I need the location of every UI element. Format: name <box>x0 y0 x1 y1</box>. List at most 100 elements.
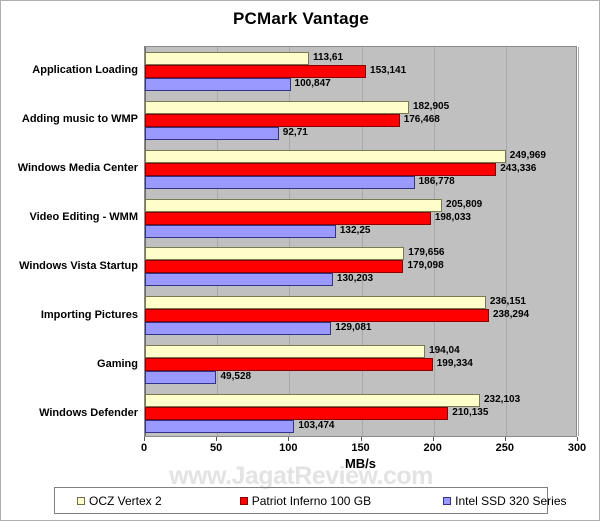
bar <box>145 260 404 274</box>
bar-value-label: 194,04 <box>429 345 460 357</box>
bar <box>145 420 295 434</box>
x-tick-mark <box>360 437 362 441</box>
x-tick-label: 50 <box>210 442 223 454</box>
bar-group: 182,905 176,468 92,71 <box>145 96 576 145</box>
legend-item[interactable]: Patriot Inferno 100 GB <box>239 493 372 508</box>
legend-label: Intel SSD 320 Series <box>455 493 567 508</box>
bar <box>145 100 409 114</box>
bar <box>145 322 332 336</box>
bar <box>145 371 217 385</box>
x-tick-label: 300 <box>567 442 587 454</box>
bar <box>145 198 443 212</box>
legend-label: OCZ Vertex 2 <box>89 493 162 508</box>
bar-group: 113,61 153,141 100,847 <box>145 47 576 96</box>
bar <box>145 162 497 176</box>
bar-value-label: 179,656 <box>408 247 445 259</box>
bar <box>145 113 400 127</box>
category-label: Gaming <box>97 357 138 370</box>
x-tick-mark <box>288 437 290 441</box>
bar <box>145 175 415 189</box>
legend-item[interactable]: Intel SSD 320 Series <box>443 493 567 508</box>
x-tick-mark <box>432 437 434 441</box>
bar <box>145 394 480 408</box>
category-label: Application Loading <box>32 64 138 77</box>
bar-value-label: 210,135 <box>452 407 489 419</box>
gridline-250 <box>505 47 507 436</box>
bar-value-label: 199,334 <box>436 358 473 370</box>
bar <box>145 64 367 78</box>
bar <box>145 296 486 310</box>
bar-group: 194,04 199,334 49,528 <box>145 340 576 389</box>
bar-value-label: 49,528 <box>220 371 252 383</box>
category-label: Video Editing - WMM <box>29 211 138 224</box>
bar-value-label: 179,098 <box>407 260 444 272</box>
x-tick-mark <box>504 437 506 441</box>
legend-swatch-icon <box>239 496 248 505</box>
x-tick-mark <box>577 437 578 441</box>
bar-value-label: 129,081 <box>335 322 372 334</box>
x-tick-label: 0 <box>140 442 148 454</box>
bar-group: 179,656 179,098 130,203 <box>145 243 576 292</box>
gridline-300 <box>578 47 579 436</box>
bar-value-label: 130,203 <box>336 273 374 285</box>
chart-legend: OCZ Vertex 2 Patriot Inferno 100 GB Intel … <box>54 487 567 514</box>
bar-value-label: 205,809 <box>446 198 483 210</box>
gridline-150 <box>361 47 363 436</box>
legend-item[interactable]: OCZ Vertex 2 <box>77 494 162 508</box>
category-label: Importing Pictures <box>40 308 138 321</box>
bar <box>145 345 426 359</box>
category-label: Adding music to WMP <box>21 113 138 126</box>
legend-swatch-icon <box>443 496 452 505</box>
bar <box>145 407 449 421</box>
category-label: Windows Defender <box>39 406 138 419</box>
bar-value-label: 182,905 <box>412 100 450 112</box>
bar-value-label: 243,336 <box>500 162 537 174</box>
bar-value-label: 100,847 <box>294 77 331 89</box>
plot-area: 113,61 153,141 100,847 182,905 176,468 92,71 2… <box>144 46 579 438</box>
bar-value-label: 238,294 <box>492 309 530 321</box>
bar-value-label: 186,778 <box>418 175 455 187</box>
bar <box>145 149 506 163</box>
gridline-50 <box>217 47 219 436</box>
x-tick-label: 100 <box>279 442 298 454</box>
bar-group: 205,809 198,033 132,25 <box>145 194 576 243</box>
gridline-0 <box>145 47 146 436</box>
bar-value-label: 92,71 <box>282 126 308 138</box>
x-tick-label: 250 <box>495 442 515 454</box>
bar <box>145 247 405 261</box>
bar <box>145 224 336 238</box>
category-label: Windows Media Center <box>17 162 138 175</box>
bar <box>145 273 333 287</box>
bar <box>145 126 279 140</box>
bar-value-label: 232,103 <box>484 394 521 406</box>
gridline-100 <box>289 47 291 436</box>
category-label: Windows Vista Startup <box>19 259 138 272</box>
bar <box>145 211 431 225</box>
x-tick-label: 200 <box>423 442 442 454</box>
legend-swatch-icon <box>77 496 85 505</box>
bar <box>145 51 309 65</box>
x-axis: 0 50 100 150 200 250 300 <box>140 437 586 463</box>
bar-value-label: 198,033 <box>434 211 471 223</box>
bar-value-label: 249,969 <box>509 149 546 161</box>
chart-title: PCMark Vantage <box>232 9 370 28</box>
x-tick-mark <box>144 437 145 441</box>
bar <box>145 309 489 323</box>
bar-group: 249,969 243,336 186,778 <box>145 145 576 194</box>
bar-value-label: 153,141 <box>370 64 407 76</box>
bar-value-label: 176,468 <box>403 113 440 125</box>
bar-group: 236,151 238,294 129,081 <box>145 291 576 340</box>
bar-value-label: 113,61 <box>312 51 344 63</box>
bar-value-label: 132,25 <box>339 224 371 236</box>
x-tick-mark <box>216 437 218 441</box>
bar-group: 232,103 210,135 103,474 <box>145 389 576 438</box>
x-axis-title: MB/s <box>344 456 377 471</box>
category-axis: Application Loading Adding music to WMP Wi… <box>1 46 144 437</box>
gridline-200 <box>433 47 435 436</box>
bar-value-label: 103,474 <box>298 420 335 432</box>
legend-label: Patriot Inferno 100 GB <box>251 493 372 508</box>
bar <box>145 358 433 372</box>
bar-value-label: 236,151 <box>489 296 526 308</box>
plot-inner: 113,61 153,141 100,847 182,905 176,468 92,71 2… <box>145 47 579 438</box>
